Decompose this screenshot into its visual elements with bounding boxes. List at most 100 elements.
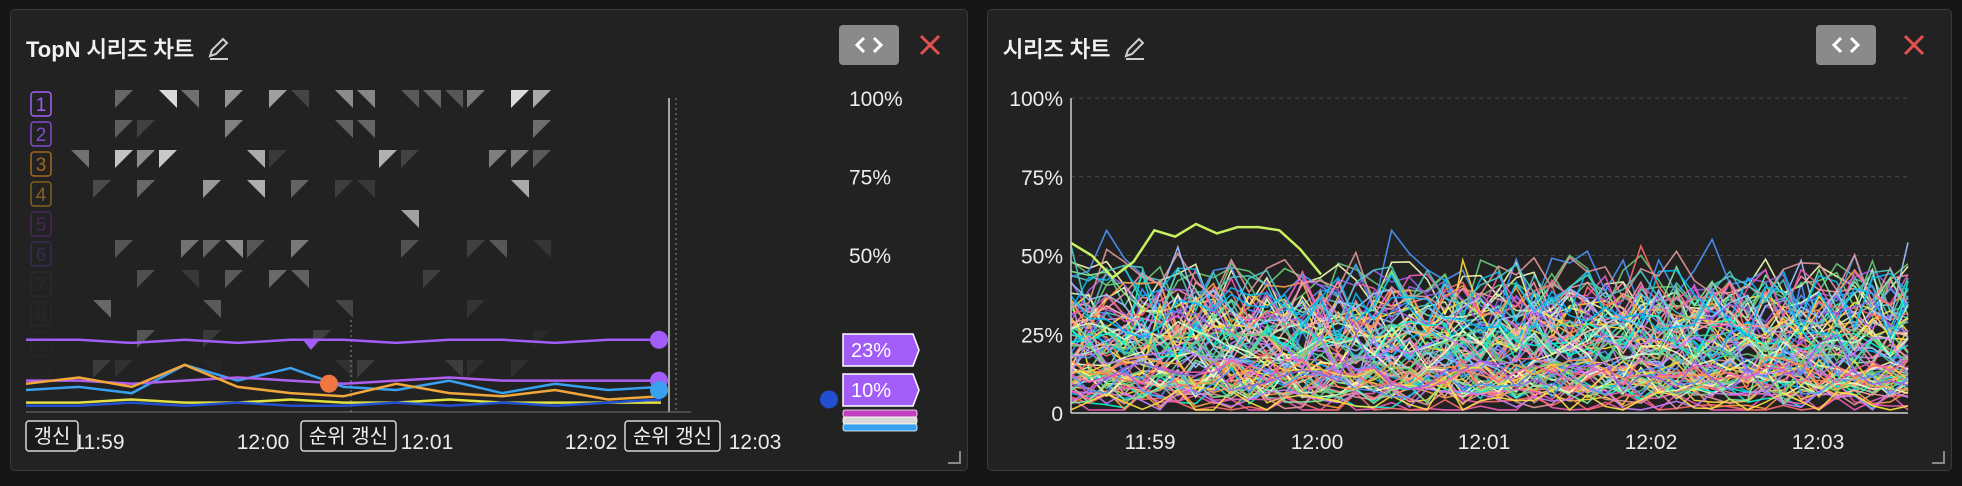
value-badge-label: 10%	[851, 380, 891, 402]
close-button[interactable]	[910, 25, 950, 65]
pattern-triangle	[115, 240, 133, 258]
resize-handle[interactable]	[947, 450, 961, 464]
series-line	[1070, 304, 1909, 355]
rank-box	[30, 181, 52, 207]
panel-title-row: TopN 시리즈 차트	[26, 32, 232, 64]
y-tick-label: 25%	[1021, 324, 1063, 347]
pattern-triangle	[159, 90, 177, 108]
pattern-triangle	[225, 240, 243, 258]
rank-change-marker	[303, 340, 319, 350]
pattern-triangle	[467, 240, 485, 258]
resize-handle[interactable]	[1931, 450, 1945, 464]
series-line	[26, 398, 662, 407]
code-icon	[854, 36, 884, 54]
series-line	[1070, 242, 1909, 336]
pencil-icon[interactable]	[206, 35, 232, 61]
x-tick-label: 12:03	[729, 431, 782, 454]
pattern-triangle	[423, 270, 441, 288]
pattern-triangle	[203, 180, 221, 198]
pattern-triangle	[137, 150, 155, 168]
pattern-triangle	[445, 90, 463, 108]
pattern-triangle	[159, 150, 177, 168]
pattern-triangle	[335, 360, 353, 378]
pattern-triangle	[137, 330, 155, 348]
rank-number: 8	[36, 305, 47, 326]
series-line	[1070, 330, 1909, 400]
data-point	[820, 390, 838, 409]
x-tick-label: 12:02	[1625, 431, 1678, 454]
pattern-triangle	[247, 240, 265, 258]
pattern-triangle	[181, 240, 199, 258]
series-lines	[1070, 228, 1909, 412]
pattern-triangle	[93, 360, 111, 378]
pattern-triangle	[401, 150, 419, 168]
series-line	[1070, 332, 1909, 393]
series-line	[1070, 319, 1909, 390]
rank-box	[30, 121, 52, 147]
rank-box	[30, 331, 52, 357]
x-tick-label: 11:59	[74, 431, 125, 454]
close-button[interactable]	[1894, 25, 1934, 65]
close-icon	[919, 34, 941, 56]
pattern-triangle	[357, 360, 375, 378]
pattern-triangle	[137, 120, 155, 138]
pattern-triangle	[335, 120, 353, 138]
pattern-triangle	[269, 270, 287, 288]
data-point	[650, 381, 668, 400]
pattern-triangle	[357, 180, 375, 198]
pattern-triangle	[291, 240, 309, 258]
pattern-triangle	[181, 270, 199, 288]
series-panel: 시리즈 차트 100% 75% 50% 25% 0 11:59 12:00 12:01 12:…	[987, 9, 1952, 471]
pattern-triangle	[445, 360, 463, 378]
series-line	[1070, 280, 1909, 362]
x-tick-label: 11:59	[1125, 431, 1176, 454]
pattern-triangle	[247, 180, 265, 198]
x-tick-label: 12:00	[1291, 431, 1344, 454]
pattern-triangle	[401, 90, 419, 108]
pattern-triangle	[93, 300, 111, 318]
pattern-triangle	[115, 360, 133, 378]
x-tick-label: 12:00	[237, 431, 290, 454]
y-tick-label: 0	[1051, 403, 1063, 426]
pattern-triangle	[115, 120, 133, 138]
series-line	[1070, 222, 1322, 280]
rank-box	[30, 151, 52, 177]
value-badge	[842, 416, 918, 425]
pencil-icon[interactable]	[1122, 35, 1148, 61]
pattern-triangle	[291, 90, 309, 108]
panel-title-row: 시리즈 차트	[1003, 32, 1148, 64]
value-badge	[842, 373, 920, 407]
pattern-triangle	[533, 120, 551, 138]
rank-number: 5	[36, 215, 47, 236]
y-tick-label: 100%	[849, 88, 903, 111]
code-view-button[interactable]	[839, 25, 899, 65]
pattern-triangle	[533, 240, 551, 258]
pattern-triangle	[467, 90, 485, 108]
pattern-triangle	[511, 180, 529, 198]
value-badge-label: 23%	[851, 340, 891, 362]
pattern-triangle	[203, 240, 221, 258]
value-badge	[842, 333, 920, 367]
pattern-triangle	[269, 90, 287, 108]
series-line	[25, 363, 662, 401]
series-line	[1070, 245, 1909, 325]
y-tick-label: 50%	[849, 245, 891, 268]
x-tick-label: 12:03	[1792, 431, 1845, 454]
pattern-triangle	[379, 150, 397, 168]
series-line	[1070, 356, 1909, 391]
pattern-triangle	[533, 90, 551, 108]
x-tick-label: 12:01	[1458, 431, 1511, 454]
rank-number: 7	[36, 275, 47, 296]
y-tick-label: 75%	[1021, 167, 1063, 190]
pattern-triangle	[71, 150, 89, 168]
panel-title: 시리즈 차트	[1003, 37, 1111, 62]
code-view-button[interactable]	[1816, 25, 1876, 65]
pattern-triangle	[511, 150, 529, 168]
pattern-triangle	[225, 270, 243, 288]
rank-number: 1	[36, 95, 47, 116]
series-line	[1070, 334, 1909, 411]
series-line	[26, 398, 661, 404]
pattern-triangle	[423, 90, 441, 108]
pattern-triangle	[467, 360, 485, 378]
